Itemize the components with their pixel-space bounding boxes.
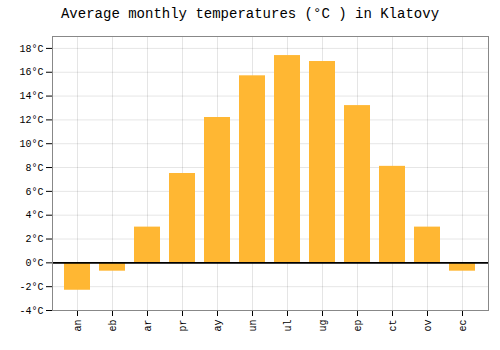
svg-text:ov: ov [423, 320, 434, 332]
svg-text:2°C: 2°C [25, 234, 43, 245]
svg-text:ep: ep [353, 320, 364, 332]
svg-text:-4°C: -4°C [19, 306, 43, 317]
svg-text:ar: ar [143, 320, 154, 332]
svg-text:6°C: 6°C [25, 187, 43, 198]
svg-text:12°C: 12°C [19, 115, 43, 126]
svg-text:-2°C: -2°C [19, 282, 43, 293]
svg-text:14°C: 14°C [19, 91, 43, 102]
svg-text:10°C: 10°C [19, 139, 43, 150]
svg-text:ul: ul [283, 320, 294, 332]
svg-text:8°C: 8°C [25, 163, 43, 174]
svg-text:16°C: 16°C [19, 67, 43, 78]
svg-text:4°C: 4°C [25, 210, 43, 221]
svg-text:ay: ay [213, 320, 224, 332]
svg-text:ug: ug [318, 320, 329, 332]
svg-text:ct: ct [388, 320, 399, 332]
svg-text:18°C: 18°C [19, 44, 43, 55]
svg-text:ec: ec [458, 320, 469, 332]
svg-text:an: an [73, 320, 84, 332]
svg-text:pr: pr [178, 320, 189, 332]
svg-text:un: un [248, 320, 259, 332]
svg-text:eb: eb [108, 320, 119, 332]
svg-text:0°C: 0°C [25, 258, 43, 269]
html-text:Average monthly temperatures (: Average monthly temperatures (°C ) in Kl… [61, 6, 439, 22]
